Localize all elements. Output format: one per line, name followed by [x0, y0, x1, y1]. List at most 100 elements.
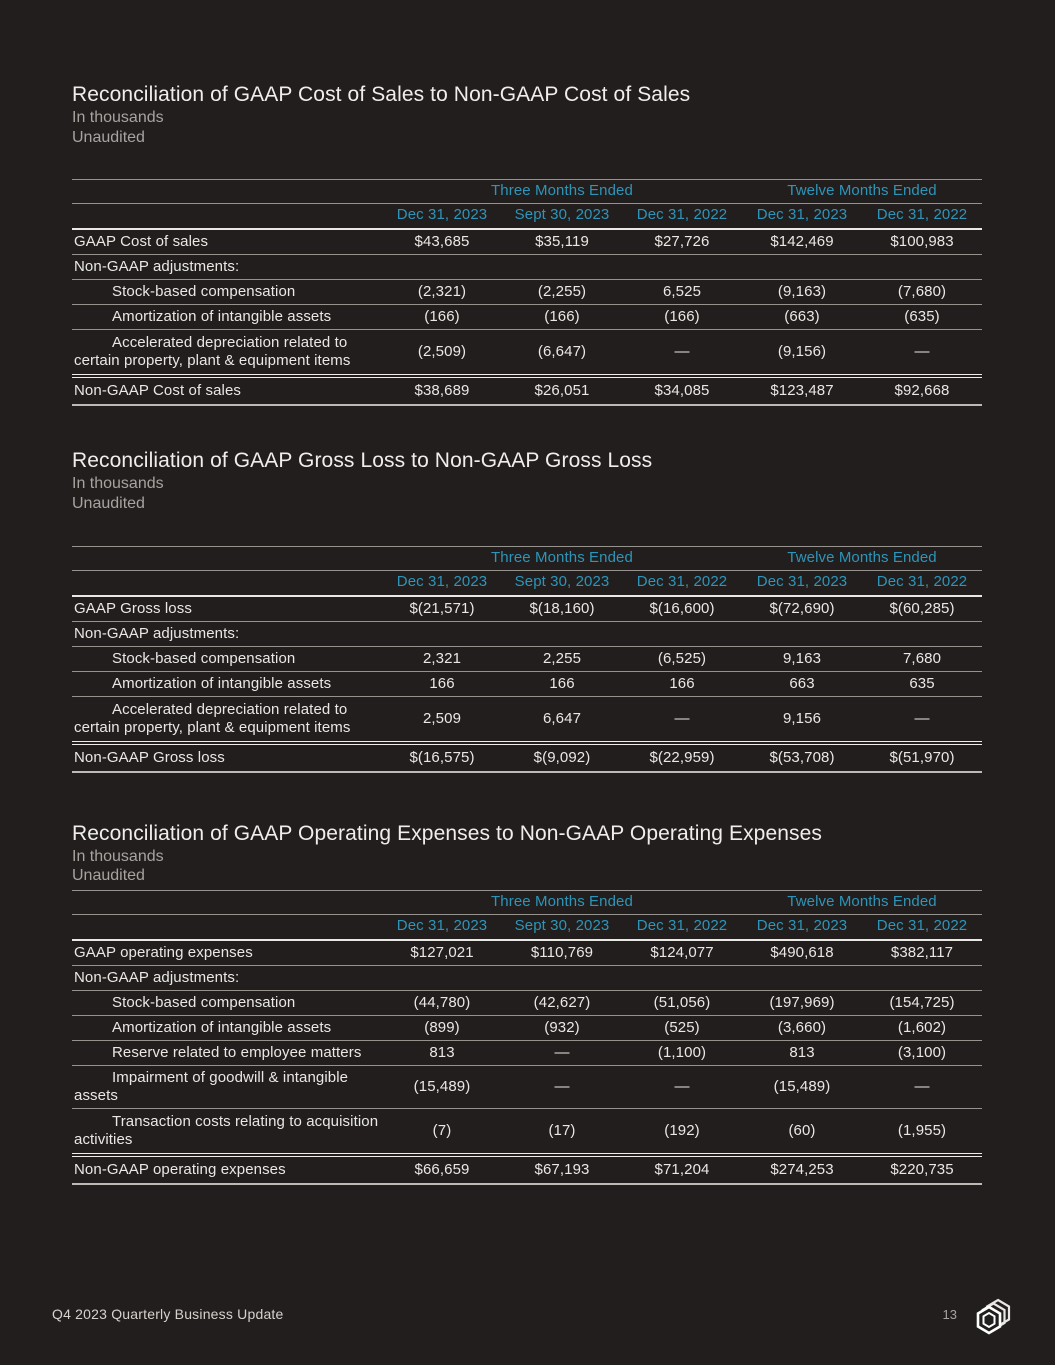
cell-value: —: [674, 1077, 690, 1095]
cell-value: —: [674, 343, 690, 361]
table-row: GAAP Cost of sales $43,685 $35,119 $27,726 $…: [72, 229, 983, 255]
cell-value: (2,509): [417, 343, 467, 361]
row-label: Non-GAAP operating expenses: [74, 1160, 286, 1178]
row-label: Stock-based compensation: [112, 993, 296, 1011]
table-row: Accelerated depreciation related to cert…: [72, 696, 983, 743]
cell-value: (6,647): [537, 343, 587, 361]
table-row: Stock-based compensation (2,321) (2,255) 6,…: [72, 280, 983, 305]
page-number: 13: [942, 1306, 957, 1322]
row-label: Transaction costs relating to acquisitio…: [74, 1112, 379, 1148]
table-row: Non-GAAP adjustments:: [72, 965, 983, 991]
table-row: Non-GAAP adjustments:: [72, 255, 983, 280]
row-label: Non-GAAP Gross loss: [74, 748, 225, 766]
section-title: Reconciliation of GAAP Gross Loss to Non…: [72, 449, 653, 473]
header-spacer: [72, 889, 382, 915]
cost-of-sales-table: Three Months Ended Twelve Months Ended Dec…: [72, 179, 983, 406]
cell-value: $(18,160): [529, 599, 595, 617]
table-row: Non-GAAP adjustments:: [72, 621, 983, 647]
column-header-date: Dec 31, 2023: [742, 914, 862, 941]
cell-value: $(60,285): [889, 599, 955, 617]
cell-value: (15,489): [413, 1077, 471, 1095]
header-spacer: [72, 545, 382, 571]
cell-value: (899): [424, 1018, 460, 1036]
row-label: Impairment of goodwill & intangible asse…: [74, 1068, 349, 1104]
row-label: Amortization of intangible assets: [112, 674, 332, 692]
table-row: Impairment of goodwill & intangible asse…: [72, 1065, 983, 1109]
row-label: Accelerated depreciation related to cert…: [74, 700, 351, 736]
cell-value: $142,469: [770, 233, 834, 251]
cell-value: 635: [909, 674, 935, 692]
cell-value: $(9,092): [533, 748, 591, 766]
column-header-date: Dec 31, 2022: [862, 914, 983, 941]
row-label: Non-GAAP adjustments:: [74, 968, 240, 986]
cell-value: $27,726: [654, 233, 710, 251]
cell-value: (932): [544, 1018, 580, 1036]
header-spacer: [72, 570, 382, 597]
cell-value: $220,735: [890, 1160, 954, 1178]
table-row: Non-GAAP Cost of sales $38,689 $26,051 $34,…: [72, 376, 983, 406]
row-label: Non-GAAP adjustments:: [74, 624, 240, 642]
cell-value: $(21,571): [409, 599, 475, 617]
cell-value: (44,780): [413, 993, 471, 1011]
table-row: Accelerated depreciation related to cert…: [72, 330, 983, 377]
header-spacer: [72, 179, 382, 205]
column-group-header: Twelve Months Ended: [742, 545, 983, 571]
cell-value: $26,051: [534, 382, 590, 400]
column-header-date: Dec 31, 2022: [622, 203, 742, 231]
column-header-date: Dec 31, 2022: [622, 914, 742, 941]
column-group-header: Three Months Ended: [382, 179, 742, 205]
section-subtitle-audit: Unaudited: [72, 495, 145, 513]
column-header-date: Sept 30, 2023: [502, 570, 622, 597]
section-subtitle-units: In thousands: [72, 847, 164, 865]
cell-value: (7): [432, 1121, 452, 1139]
column-header-date: Dec 31, 2022: [622, 570, 742, 597]
cell-value: 166: [669, 674, 695, 692]
column-group-header: Three Months Ended: [382, 545, 742, 571]
cell-value: —: [554, 1077, 570, 1095]
table-row: Stock-based compensation 2,321 2,255 (6,525…: [72, 646, 983, 672]
cell-value: $34,085: [654, 382, 710, 400]
slide-footer: Q4 2023 Quarterly Business Update 13: [52, 1289, 1013, 1339]
cell-value: (1,100): [657, 1043, 707, 1061]
cell-value: $274,253: [770, 1160, 834, 1178]
table-row: Transaction costs relating to acquisitio…: [72, 1108, 983, 1155]
cell-value: (154,725): [889, 993, 955, 1011]
cell-value: (7,680): [897, 283, 947, 301]
section-title: Reconciliation of GAAP Cost of Sales to …: [72, 83, 691, 106]
table-row: Amortization of intangible assets (166) (1…: [72, 305, 983, 330]
cell-value: —: [674, 709, 690, 727]
cell-value: (51,056): [653, 993, 711, 1011]
cell-value: —: [554, 1043, 570, 1061]
column-header-date: Dec 31, 2023: [382, 203, 502, 231]
cell-value: 2,321: [422, 649, 462, 667]
cell-value: (2,255): [537, 283, 587, 301]
cell-value: (197,969): [769, 993, 835, 1011]
cell-value: $(53,708): [769, 748, 835, 766]
cell-value: $110,769: [530, 943, 594, 961]
cell-value: $(51,970): [889, 748, 955, 766]
cell-value: $(22,959): [649, 748, 715, 766]
section-operating-expenses: Reconciliation of GAAP Operating Expense…: [72, 821, 983, 1185]
column-header-date: Dec 31, 2023: [382, 914, 502, 941]
section-title: Reconciliation of GAAP Operating Expense…: [72, 821, 823, 845]
cell-value: $71,204: [654, 1160, 710, 1178]
table-row: Stock-based compensation (44,780) (42,627)…: [72, 990, 983, 1016]
cell-value: $123,487: [770, 382, 834, 400]
table-row: Amortization of intangible assets 166 166 1…: [72, 671, 983, 697]
row-label: Non-GAAP adjustments:: [74, 258, 240, 276]
table-row: GAAP Gross loss $(21,571) $(18,160) $(16,60…: [72, 596, 983, 622]
cell-value: —: [914, 1077, 930, 1095]
row-label: Stock-based compensation: [112, 283, 296, 301]
cell-value: (2,321): [417, 283, 467, 301]
cell-value: (9,163): [777, 283, 827, 301]
column-header-date: Dec 31, 2022: [862, 203, 983, 231]
cell-value: —: [914, 343, 930, 361]
section-subtitle-units: In thousands: [72, 475, 164, 493]
header-spacer: [72, 914, 382, 941]
section-cost-of-sales: Reconciliation of GAAP Cost of Sales to …: [72, 82, 983, 406]
cell-value: $(72,690): [769, 599, 835, 617]
row-label: Accelerated depreciation related to cert…: [74, 334, 351, 370]
row-label: Stock-based compensation: [112, 649, 296, 667]
row-label: GAAP Gross loss: [74, 599, 192, 617]
